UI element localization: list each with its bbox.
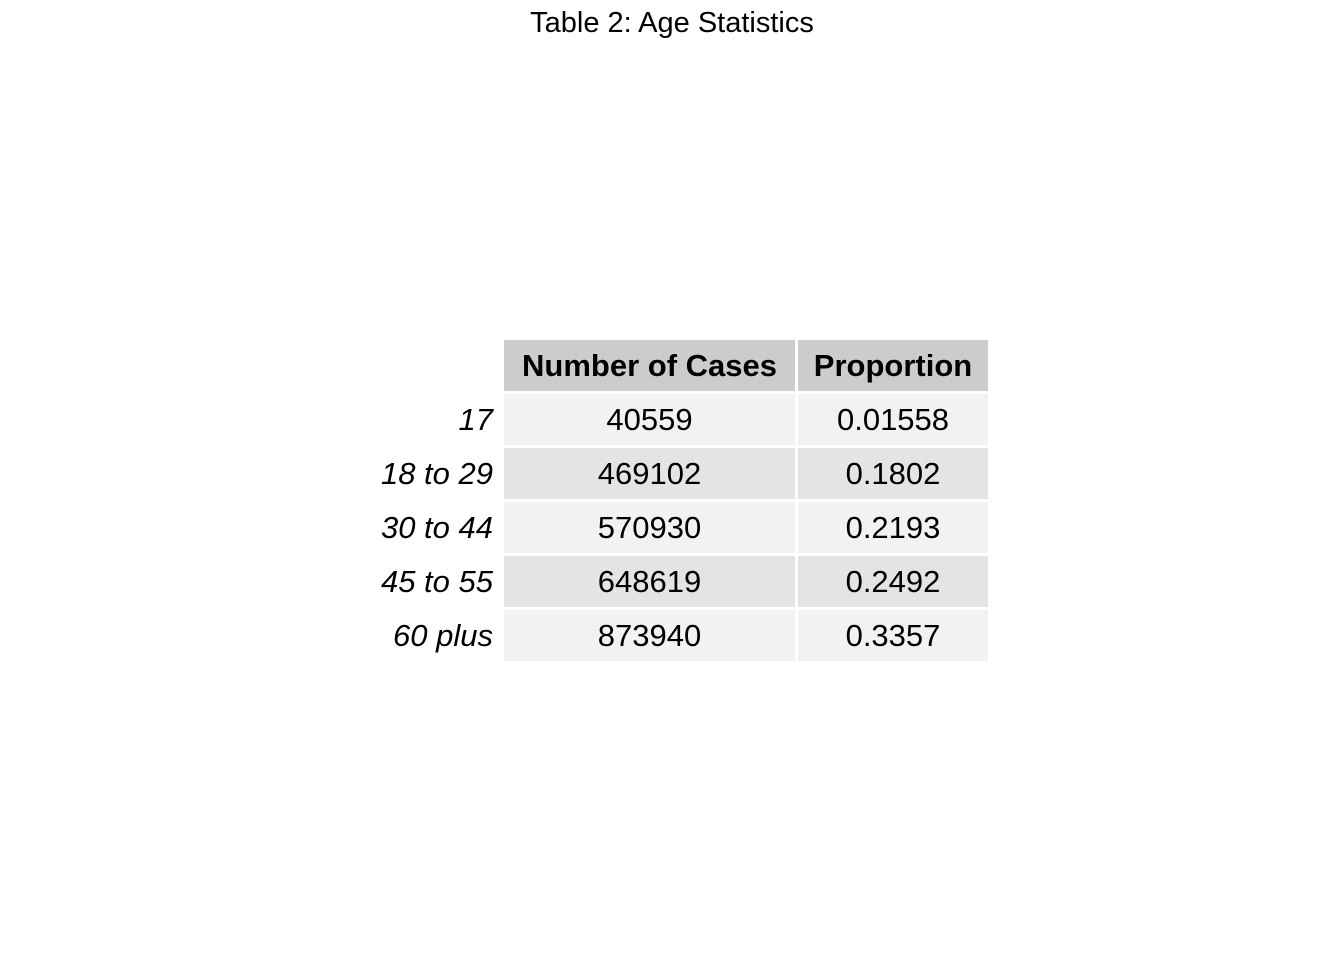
header-row: Number of Cases Proportion (360, 340, 988, 391)
column-header-proportion: Proportion (798, 340, 988, 391)
cell-proportion: 0.01558 (798, 394, 988, 445)
table-row: 60 plus 873940 0.3357 (360, 610, 988, 661)
table-title: Table 2: Age Statistics (530, 7, 814, 39)
corner-cell (360, 340, 501, 391)
row-label: 45 to 55 (380, 563, 493, 599)
cell-number-of-cases: 40559 (504, 394, 795, 445)
table-row: 45 to 55 648619 0.2492 (360, 556, 988, 607)
row-label: 17 (458, 401, 493, 437)
data-table: Number of Cases Proportion 17 40559 0.01… (357, 337, 991, 664)
row-label: 30 to 44 (380, 509, 493, 545)
row-label: 60 plus (393, 617, 493, 653)
table-row: 18 to 29 469102 0.1802 (360, 448, 988, 499)
cell-number-of-cases: 570930 (504, 502, 795, 553)
row-label: 18 to 29 (380, 455, 493, 491)
cell-number-of-cases: 873940 (504, 610, 795, 661)
column-header-number-of-cases: Number of Cases (504, 340, 795, 391)
cell-number-of-cases: 648619 (504, 556, 795, 607)
table-row: 30 to 44 570930 0.2193 (360, 502, 988, 553)
cell-proportion: 0.2492 (798, 556, 988, 607)
table-row: 17 40559 0.01558 (360, 394, 988, 445)
cell-number-of-cases: 469102 (504, 448, 795, 499)
age-statistics-table: Number of Cases Proportion 17 40559 0.01… (360, 340, 988, 661)
cell-proportion: 0.3357 (798, 610, 988, 661)
cell-proportion: 0.2193 (798, 502, 988, 553)
cell-proportion: 0.1802 (798, 448, 988, 499)
